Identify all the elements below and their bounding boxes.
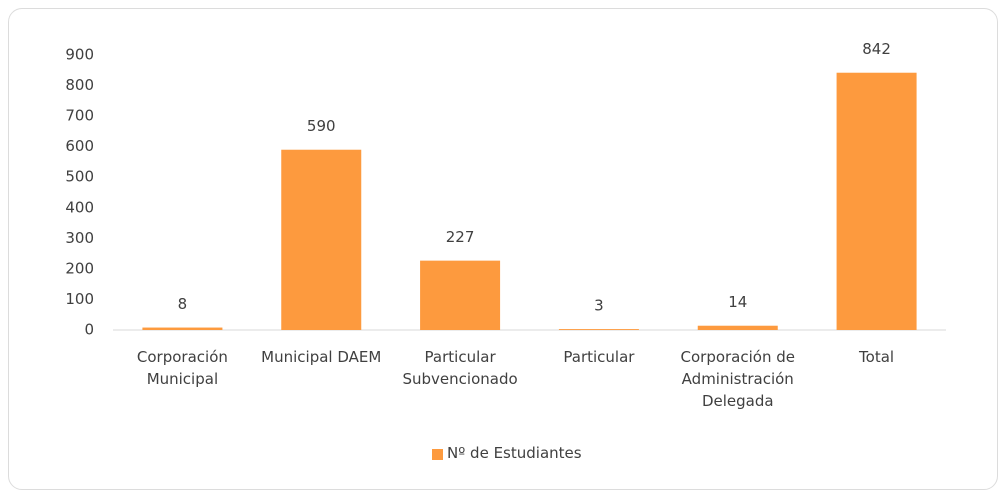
y-tick-label: 200 — [65, 259, 94, 277]
bar — [142, 327, 223, 330]
y-tick-label: 600 — [65, 137, 94, 155]
x-tick-label: Municipal DAEM — [261, 348, 382, 366]
x-tick-label: Total — [859, 348, 895, 366]
x-tick-label: Particular — [563, 348, 635, 366]
bar — [836, 72, 917, 330]
y-tick-label: 500 — [65, 168, 94, 186]
data-label: 842 — [862, 40, 891, 58]
data-label: 227 — [446, 228, 475, 246]
bar — [558, 329, 639, 330]
x-tick-label: Particular Subvencionado — [402, 348, 518, 388]
y-tick-label: 700 — [65, 107, 94, 125]
y-tick-label: 800 — [65, 76, 94, 94]
data-label: 14 — [728, 293, 747, 311]
y-tick-label: 400 — [65, 198, 94, 216]
bar — [281, 149, 362, 330]
y-tick-label: 0 — [84, 321, 94, 339]
x-tick-label: Corporación de Administración Delegada — [680, 348, 796, 410]
data-label: 3 — [594, 297, 604, 315]
legend-swatch — [432, 449, 443, 460]
y-tick-label: 100 — [65, 290, 94, 308]
x-tick-label: Corporación Municipal — [136, 348, 228, 388]
bar — [697, 325, 778, 330]
card — [8, 8, 998, 490]
data-label: 590 — [307, 117, 336, 135]
data-label: 8 — [178, 295, 188, 313]
bar — [420, 260, 501, 330]
y-tick-label: 900 — [65, 46, 94, 64]
legend-label: Nº de Estudiantes — [447, 444, 582, 462]
y-tick-label: 300 — [65, 229, 94, 247]
